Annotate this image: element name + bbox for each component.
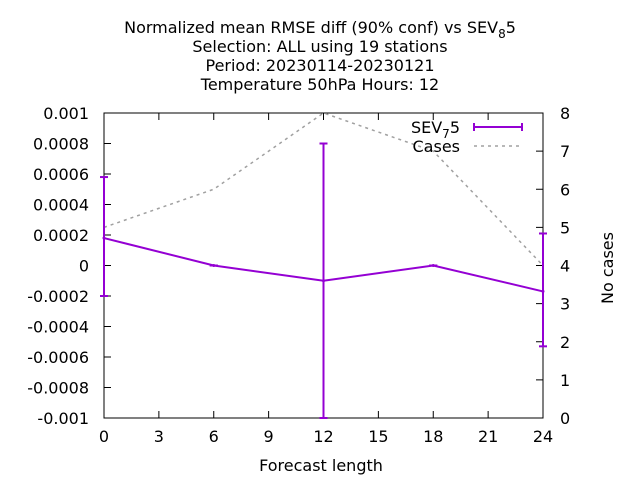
x-tick-label: 15 [368,427,388,446]
y2-tick-label: 2 [560,333,570,352]
x-tick-label: 9 [264,427,274,446]
title-line: Normalized mean RMSE diff (90% conf) vs … [124,18,516,41]
x-tick-label: 12 [313,427,333,446]
y2-axis-label: No cases [598,232,617,304]
y-tick-label: 0.0006 [33,165,89,184]
y-tick-label: -0.0008 [27,379,89,398]
x-tick-label: 21 [478,427,498,446]
y2-tick-label: 6 [560,180,570,199]
x-axis-label: Forecast length [259,456,383,475]
cases-line [103,112,544,267]
data-point [102,236,106,240]
data-point [431,264,435,267]
y2-tick-label: 0 [560,409,570,428]
y2-tick-label: 4 [560,257,570,276]
title-line: Selection: ALL using 19 stations [192,37,447,56]
y2-tick-label: 7 [560,142,570,161]
title-line: Temperature 50hPa Hours: 12 [200,75,439,94]
x-tick-label: 3 [154,427,164,446]
y2-tick-label: 8 [560,104,570,123]
y-tick-label: 0.0008 [33,135,89,154]
y2-tick-label: 5 [560,218,570,237]
legend-label-cases: Cases [413,137,461,156]
y2-tick-label: 1 [560,371,570,390]
title-line: Period: 20230114-20230121 [205,56,434,75]
y-tick-label: -0.0004 [27,318,89,337]
series-layer [100,112,547,419]
y2-tick-label: 3 [560,295,570,314]
y-tick-label: 0.0002 [33,226,89,245]
y-tick-label: -0.0006 [27,348,89,367]
x-tick-label: 18 [423,427,443,446]
x-tick-label: 6 [209,427,219,446]
x-tick-label: 0 [99,427,109,446]
y-tick-label: -0.001 [37,409,89,428]
data-point [322,279,325,283]
chart-title: Normalized mean RMSE diff (90% conf) vs … [124,18,516,94]
data-point [212,264,216,267]
y-tick-label: 0.001 [43,104,89,123]
x-tick-label: 24 [533,427,553,446]
y-tick-label: 0.0004 [33,196,89,215]
legend-label-sev: SEV75 [411,118,460,141]
axis-ticks: 0 3 6 9 12 15 18 21 24-0.001-0.0008-0.0006-0.000… [27,104,570,446]
data-point [541,289,545,293]
axis-labels: Forecast length No cases [259,232,617,475]
y-tick-label: 0 [79,257,89,276]
y-tick-label: -0.0002 [27,287,89,306]
